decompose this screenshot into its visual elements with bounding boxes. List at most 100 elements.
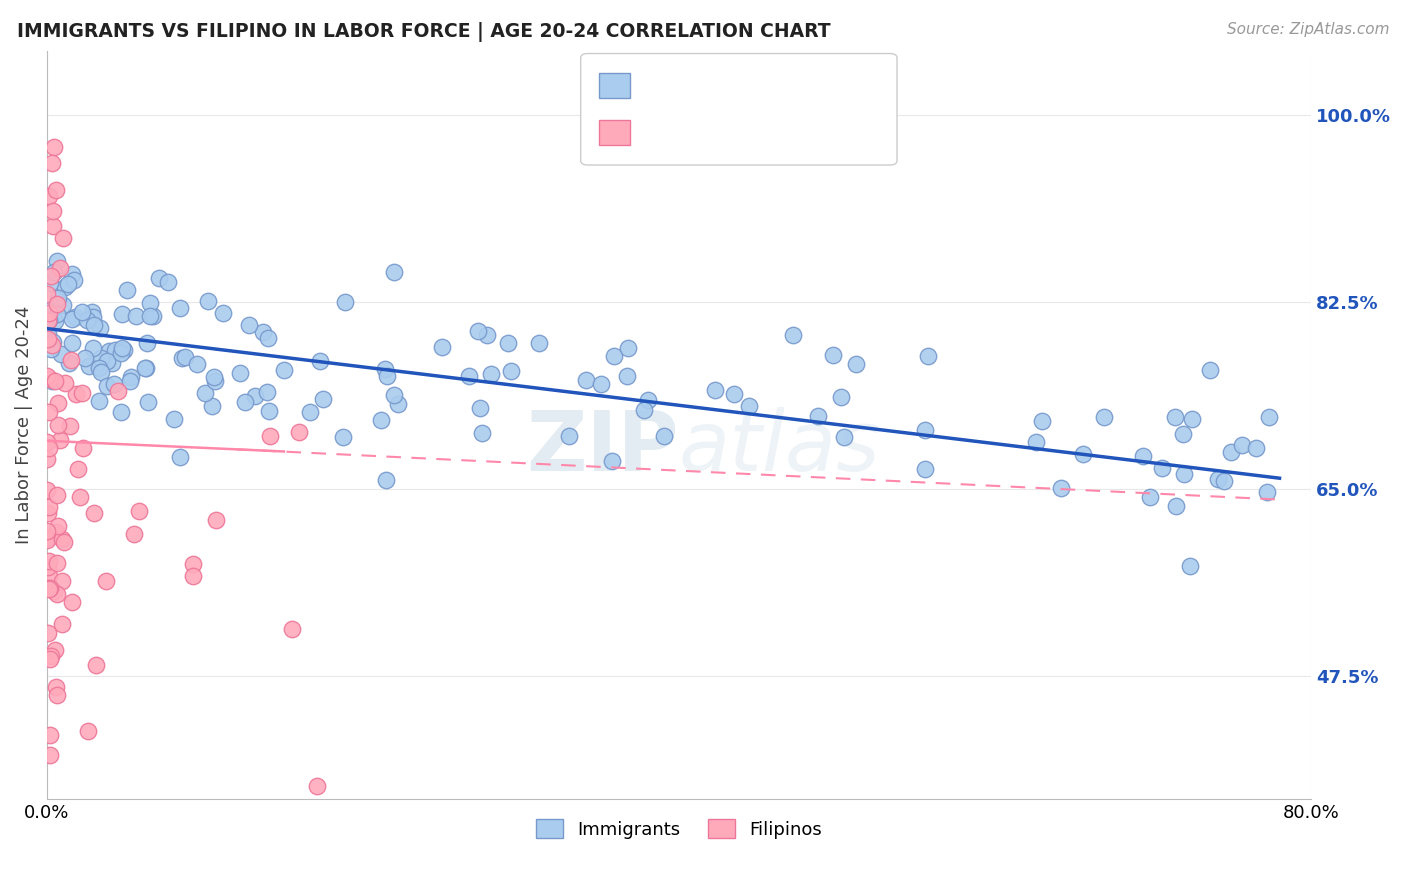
Point [481,368,503,382]
Point [38,189,60,203]
Point [738,399,761,413]
Text: ZIP: ZIP [526,407,679,488]
Point [63,273,86,287]
Point [39,342,62,356]
Point [252,325,274,339]
Point [90,365,112,379]
Point [44,642,66,657]
Text: N =: N = [747,77,786,95]
Point [42,334,65,349]
Point [82,310,104,325]
Point [41,156,63,170]
Point [1220,444,1243,458]
Point [37,483,59,497]
Point [63,310,86,324]
Point [575,373,598,387]
Point [45,525,67,540]
Point [45,183,67,197]
Point [45,307,67,321]
Point [41,375,63,389]
Point [617,342,640,356]
Legend: Immigrants, Filipinos: Immigrants, Filipinos [529,812,830,846]
Point [90,351,112,366]
Point [53,376,76,391]
Point [201,399,224,413]
Point [45,556,67,570]
Point [44,584,66,599]
Point [135,361,157,376]
Point [46,519,69,533]
Point [96,574,118,588]
Point [46,688,69,702]
Point [917,349,939,363]
Point [35,435,58,450]
Point [35,287,58,301]
Point [256,384,278,399]
Point [38,569,60,583]
Point [183,569,205,583]
Point [51,347,73,361]
Point [39,728,62,742]
Point [65,386,87,401]
Point [832,430,855,444]
Point [37,531,59,545]
Point [38,441,60,455]
Point [1258,410,1281,425]
Point [35,524,58,538]
Point [172,351,194,365]
Point [496,336,519,351]
Point [529,336,551,351]
Point [100,356,122,370]
Point [70,305,93,319]
Point [603,349,626,363]
Point [77,724,100,739]
Point [39,649,62,664]
Text: -0.699: -0.699 [675,77,740,95]
Point [205,513,228,527]
Point [135,336,157,351]
Point [72,441,94,455]
Point [1164,499,1187,513]
Point [107,384,129,398]
Point [1199,362,1222,376]
Point [38,371,60,385]
Point [51,574,73,589]
Point [1171,426,1194,441]
Point [46,253,69,268]
Point [1181,412,1204,426]
Point [139,296,162,310]
Point [53,534,76,549]
Point [56,277,79,291]
Point [35,368,58,383]
Point [1092,410,1115,425]
Point [807,409,830,423]
Point [70,386,93,401]
Point [1031,414,1053,428]
Text: atlas: atlas [679,407,880,488]
Point [374,473,396,487]
Point [288,425,311,439]
Point [124,527,146,541]
Point [202,370,225,384]
Point [111,341,134,355]
Point [41,338,63,352]
Point [111,307,134,321]
Point [104,343,127,357]
Point [312,392,335,407]
Point [204,374,226,388]
Point [60,311,83,326]
Point [616,368,638,383]
Point [332,430,354,444]
Point [228,367,250,381]
Point [84,658,107,673]
Point [467,324,489,338]
Point [38,306,60,320]
Point [1139,491,1161,505]
Point [42,140,65,154]
Text: Source: ZipAtlas.com: Source: ZipAtlas.com [1226,22,1389,37]
Point [174,350,197,364]
Point [1173,467,1195,481]
Point [98,344,121,359]
Point [37,559,59,574]
Point [59,418,82,433]
